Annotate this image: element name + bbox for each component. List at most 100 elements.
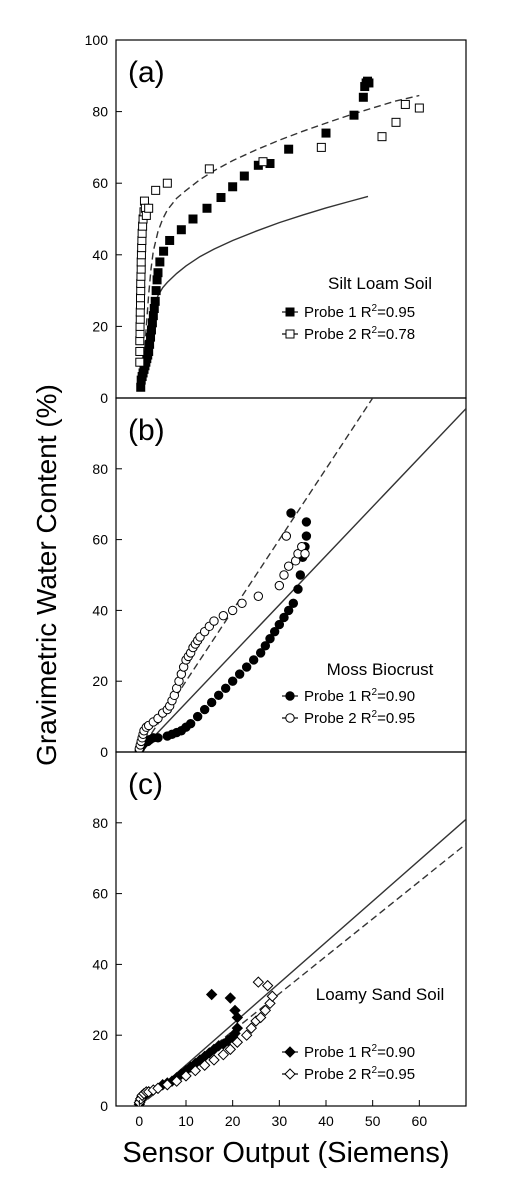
y-tick-label: 20 bbox=[92, 673, 108, 689]
panel-title: Loamy Sand Soil bbox=[316, 985, 445, 1004]
y-tick-label: 60 bbox=[92, 532, 108, 548]
panel-2: 0 20 40 60 80 (b) Moss Biocrust Probe 1 R2=0.90… bbox=[92, 397, 467, 760]
data-point bbox=[227, 676, 238, 686]
data-point bbox=[220, 683, 231, 693]
fit-line-probe-2 bbox=[141, 94, 420, 381]
data-point bbox=[205, 988, 218, 1001]
data-point bbox=[209, 616, 219, 626]
data-point bbox=[252, 976, 265, 988]
data-point bbox=[274, 580, 285, 591]
data-point bbox=[261, 979, 274, 992]
legend-label: Probe 1 R2=0.95 bbox=[304, 303, 415, 321]
data-point bbox=[414, 103, 424, 113]
data-point bbox=[135, 346, 145, 356]
legend-entry-1: Probe 1 R2=0.95 bbox=[282, 303, 415, 321]
data-point bbox=[185, 718, 196, 729]
x-tick-label: 0 bbox=[135, 1113, 143, 1129]
data-point bbox=[245, 1022, 258, 1034]
y-tick-label: 100 bbox=[85, 32, 109, 48]
legend-marker bbox=[284, 1046, 296, 1058]
data-point bbox=[391, 117, 401, 127]
y-tick-label: 0 bbox=[100, 744, 108, 760]
data-point bbox=[248, 655, 259, 665]
series-probe-2 bbox=[135, 99, 424, 367]
data-point bbox=[266, 990, 279, 1002]
data-point bbox=[199, 704, 210, 715]
x-tick-label: 10 bbox=[178, 1113, 194, 1129]
fit-line-probe-1 bbox=[138, 818, 466, 1106]
x-tick-label: 30 bbox=[272, 1113, 288, 1129]
data-point bbox=[153, 733, 163, 743]
data-point bbox=[274, 619, 285, 630]
panel-title: Silt Loam Soil bbox=[328, 274, 432, 293]
legend-superscript: 2 bbox=[372, 709, 378, 720]
fit-lines bbox=[138, 818, 466, 1106]
panel-title: Moss Biocrust bbox=[327, 660, 434, 679]
data-point bbox=[231, 1036, 244, 1048]
data-point bbox=[377, 132, 387, 142]
data-point bbox=[218, 611, 229, 621]
data-point bbox=[198, 1059, 211, 1071]
legend-value: =0.95 bbox=[377, 304, 415, 321]
data-point bbox=[301, 517, 312, 527]
data-point bbox=[151, 185, 161, 195]
data-point bbox=[153, 268, 163, 278]
legend-marker bbox=[284, 1068, 296, 1080]
y-tick-label: 0 bbox=[100, 390, 108, 406]
legend-marker bbox=[285, 329, 295, 339]
data-point bbox=[135, 357, 145, 367]
data-point bbox=[231, 1011, 244, 1024]
data-point bbox=[279, 570, 289, 580]
legend-label: Probe 2 R2=0.95 bbox=[304, 709, 415, 727]
y-tick-label: 80 bbox=[92, 461, 108, 477]
data-point bbox=[234, 669, 245, 679]
legend-superscript: 2 bbox=[372, 1065, 378, 1076]
data-point bbox=[229, 1004, 241, 1017]
fit-line-probe-1 bbox=[138, 408, 466, 752]
data-point bbox=[283, 605, 294, 616]
data-point bbox=[321, 128, 331, 138]
panel-label: (c) bbox=[128, 768, 163, 801]
data-point bbox=[279, 612, 289, 623]
legend-value: =0.95 bbox=[377, 710, 415, 727]
data-point bbox=[144, 203, 154, 213]
y-tick-label: 20 bbox=[92, 1027, 108, 1043]
legend-superscript: 2 bbox=[372, 303, 378, 314]
data-point bbox=[224, 1043, 237, 1056]
y-tick-label: 60 bbox=[92, 175, 108, 191]
data-point bbox=[349, 110, 359, 120]
data-point bbox=[228, 182, 238, 192]
legend-marker bbox=[285, 713, 295, 723]
data-point bbox=[301, 531, 312, 541]
data-point bbox=[155, 257, 165, 267]
data-point bbox=[255, 648, 266, 658]
data-point bbox=[284, 144, 294, 154]
data-point bbox=[189, 1064, 202, 1077]
panel-1: 0 20 40 60 80 100 (a) Silt Loam Soil Probe 1 R2=… bbox=[85, 32, 467, 406]
data-point bbox=[202, 203, 212, 213]
legend-marker bbox=[285, 691, 295, 701]
legend-label: Probe 1 R2=0.90 bbox=[304, 1043, 415, 1061]
y-tick-label: 40 bbox=[92, 602, 108, 618]
y-tick-label: 0 bbox=[100, 1098, 108, 1114]
legend-superscript: 2 bbox=[372, 325, 378, 336]
data-point bbox=[159, 246, 169, 256]
y-tick-label: 40 bbox=[92, 956, 108, 972]
data-point bbox=[151, 286, 161, 296]
data-point bbox=[259, 1004, 272, 1017]
x-tick-label: 40 bbox=[318, 1113, 334, 1129]
data-point bbox=[224, 992, 237, 1004]
legend-entry-2: Probe 2 R2=0.95 bbox=[282, 709, 415, 727]
legend-entry-2: Probe 2 R2=0.95 bbox=[282, 1065, 415, 1083]
legend-entry-1: Probe 1 R2=0.90 bbox=[282, 1043, 415, 1061]
data-point bbox=[192, 711, 203, 722]
legend-superscript: 2 bbox=[372, 1043, 378, 1054]
y-tick-label: 80 bbox=[92, 815, 108, 831]
data-point bbox=[216, 193, 226, 203]
legend-label: Probe 1 R2=0.90 bbox=[304, 687, 415, 705]
data-point bbox=[241, 662, 252, 672]
legend-entry-2: Probe 2 R2=0.78 bbox=[282, 325, 415, 343]
data-point bbox=[316, 142, 326, 152]
